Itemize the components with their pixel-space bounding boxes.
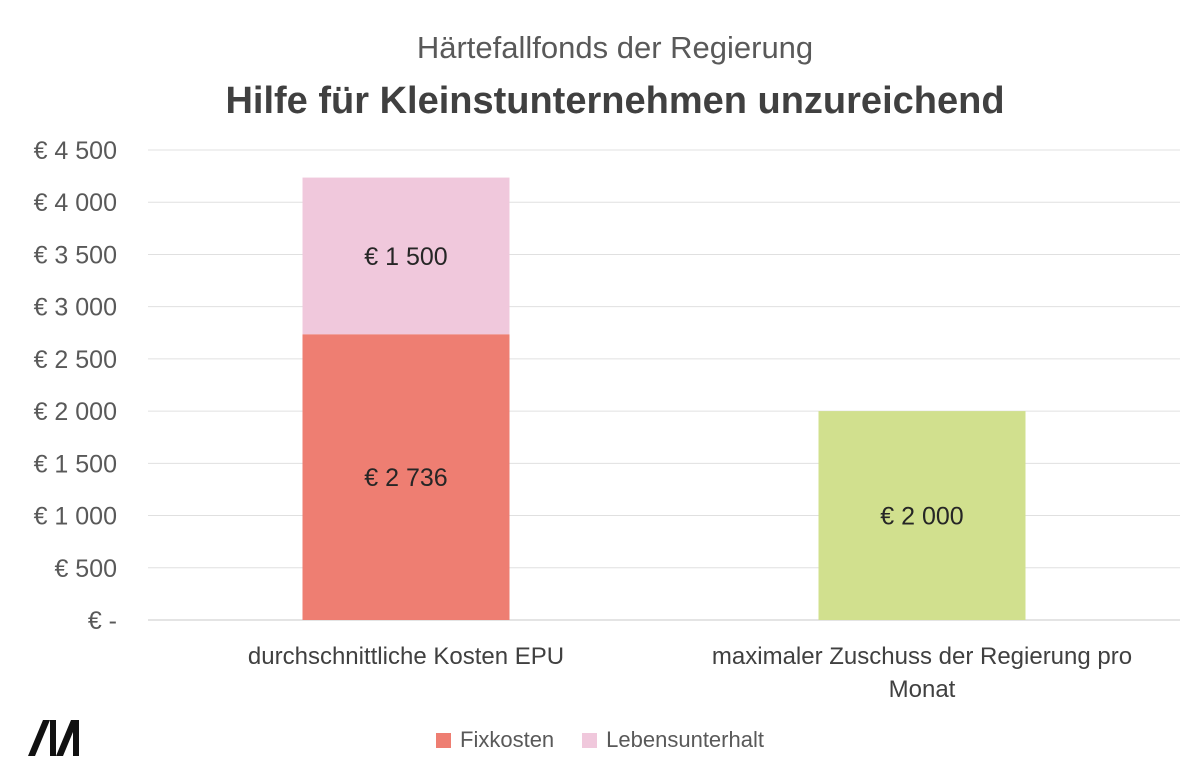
data-label: € 1 500 (364, 243, 447, 271)
y-tick-label: € 1 000 (34, 503, 117, 531)
y-tick-label: € 2 500 (34, 346, 117, 374)
bar-segment (818, 411, 1026, 620)
y-tick-label: € 2 000 (34, 398, 117, 426)
x-category-label: Monat (889, 676, 956, 703)
brand-logo (28, 720, 79, 756)
y-tick-label: € - (88, 607, 117, 635)
legend-item-lebensunterhalt[interactable]: Lebensunterhalt (582, 727, 764, 753)
legend-swatch-fixkosten (436, 732, 452, 748)
chart-title: Hilfe für Kleinstunternehmen unzureichen… (225, 80, 1005, 122)
legend-swatch-lebensunterhalt (582, 732, 598, 748)
legend-label-fixkosten: Fixkosten (460, 727, 555, 752)
y-tick-label: € 3 500 (34, 241, 117, 269)
bar-segment (302, 177, 510, 335)
y-tick-label: € 3 000 (34, 294, 117, 322)
chart-subtitle: Härtefallfonds der Regierung (416, 30, 814, 65)
y-tick-label: € 500 (54, 555, 117, 583)
y-tick-label: € 4 000 (34, 189, 117, 217)
y-tick-label: € 4 500 (34, 137, 117, 165)
data-label: € 2 000 (880, 503, 963, 531)
bar-segment (302, 334, 510, 620)
legend-label-lebensunterhalt: Lebensunterhalt (606, 727, 764, 752)
x-category-label: durchschnittliche Kosten EPU (248, 643, 564, 670)
data-label: € 2 736 (364, 464, 447, 492)
x-category-label: maximaler Zuschuss der Regierung pro (712, 643, 1132, 670)
legend-item-fixkosten[interactable]: Fixkosten (436, 727, 554, 753)
y-tick-label: € 1 500 (34, 450, 117, 478)
chart-legend: Fixkosten Lebensunterhalt (0, 727, 1200, 753)
